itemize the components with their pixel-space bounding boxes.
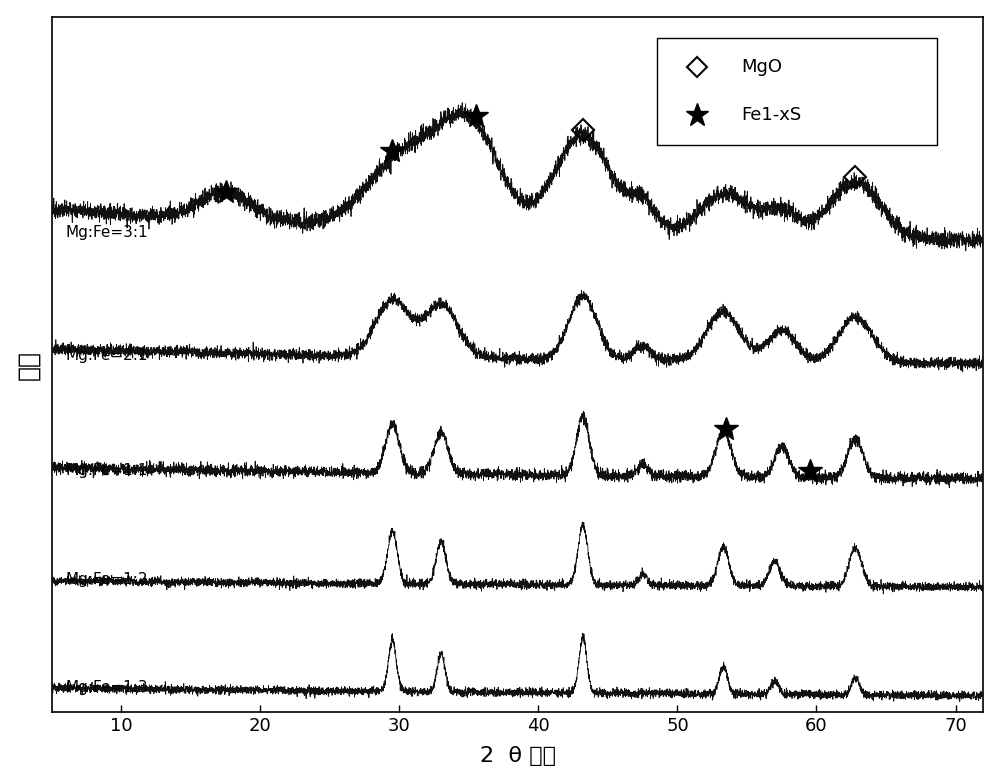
Text: Fe1-xS: Fe1-xS [741,106,801,124]
FancyBboxPatch shape [657,38,937,146]
Text: Mg:Fe=3:1: Mg:Fe=3:1 [66,226,148,240]
Text: Mg:Fe=1:3: Mg:Fe=1:3 [66,680,148,695]
Text: MgO: MgO [741,59,782,77]
Text: Mg:Fe=2:1: Mg:Fe=2:1 [66,348,148,363]
X-axis label: 2  θ 角度: 2 θ 角度 [480,746,556,767]
Y-axis label: 强度: 强度 [17,349,41,380]
Text: Mg:Fe=1:1: Mg:Fe=1:1 [66,463,148,478]
Text: Mg:Fe=1:2: Mg:Fe=1:2 [66,572,148,586]
